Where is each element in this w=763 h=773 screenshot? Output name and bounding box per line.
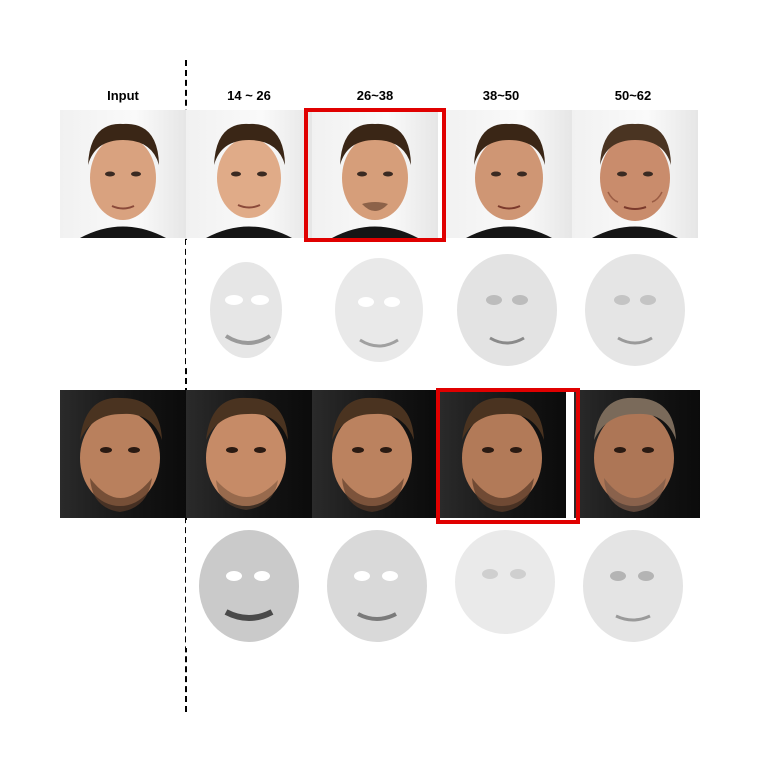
column-label-14-26: 14 ~ 26 — [227, 88, 271, 103]
column-label-26-38: 26~38 — [356, 88, 394, 103]
face1-age-50-62-photo — [572, 110, 698, 238]
face1-age-38-50-photo — [446, 110, 572, 238]
face1-map-14-26 — [186, 240, 312, 368]
face2-age-14-26-photo — [186, 390, 312, 518]
face1-map-50-62 — [572, 240, 698, 368]
input-divider — [185, 60, 187, 712]
face1-input-photo — [60, 110, 186, 238]
column-label-input: Input — [107, 88, 139, 103]
face1-age-14-26-photo — [186, 110, 312, 238]
face2-input-photo — [60, 390, 186, 518]
face2-map-26-38 — [314, 520, 440, 648]
face2-map-38-50 — [442, 520, 568, 648]
face2-age-50-62-photo — [574, 390, 700, 518]
face2-age-26-38-photo — [312, 390, 438, 518]
column-label-50-62: 50~62 — [614, 88, 652, 103]
face2-map-50-62 — [570, 520, 696, 648]
face1-age-26-38-photo — [312, 110, 438, 238]
face2-map-14-26 — [186, 520, 312, 648]
column-label-38-50: 38~50 — [482, 88, 520, 103]
face2-age-38-50-photo — [440, 390, 566, 518]
face1-map-38-50 — [444, 240, 570, 368]
face1-map-26-38 — [316, 240, 442, 368]
